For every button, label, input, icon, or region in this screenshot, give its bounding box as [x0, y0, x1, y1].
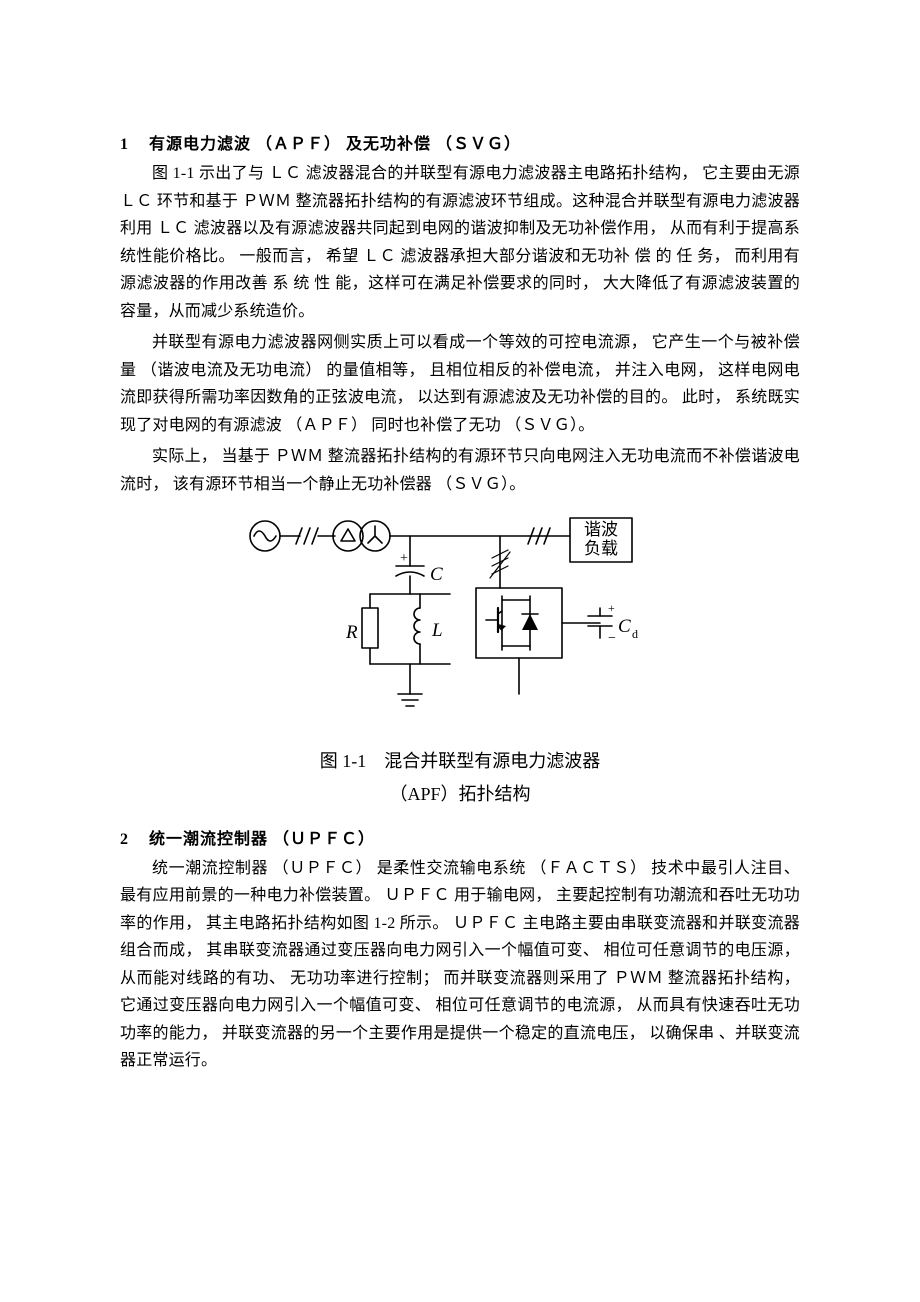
figure-1-1-diagram: 谐波 负载 + C R L [240, 508, 680, 728]
section-1-para-2: 并联型有源电力滤波器网侧实质上可以看成一个等效的可控电流源， 它产生一个与被补偿… [120, 329, 800, 439]
svg-text:+: + [608, 601, 615, 615]
svg-text:−: − [608, 631, 616, 646]
figure-1-1: 谐波 负载 + C R L [120, 508, 800, 809]
section-1-para-3: 实际上， 当基于 ＰＷＭ 整流器拓扑结构的有源环节只向电网注入无功电流而不补偿谐… [120, 443, 800, 498]
section-1-heading: 1 有源电力滤波 （ＡＰＦ） 及无功补偿 （ＳＶＧ） [120, 130, 800, 154]
section-1-title: 有源电力滤波 （ＡＰＦ） 及无功补偿 （ＳＶＧ） [149, 136, 521, 153]
figure-1-1-caption-line1: 图 1-1 混合并联型有源电力滤波器 [320, 751, 601, 771]
svg-text:R: R [345, 622, 358, 643]
section-2-number: 2 [120, 831, 129, 848]
svg-text:L: L [431, 620, 443, 641]
figure-1-1-caption: 图 1-1 混合并联型有源电力滤波器 （APF）拓扑结构 [120, 747, 800, 809]
svg-text:谐波: 谐波 [584, 520, 618, 539]
section-1-para-1: 图 1-1 示出了与 ＬＣ 滤波器混合的并联型有源电力滤波器主电路拓扑结构， 它… [120, 160, 800, 325]
svg-text:负载: 负载 [584, 539, 618, 558]
svg-text:C: C [430, 564, 443, 585]
svg-text:C: C [618, 616, 631, 637]
section-1-number: 1 [120, 136, 129, 153]
section-2-title: 统一潮流控制器 （ＵＰＦＣ） [149, 831, 375, 848]
section-2-heading: 2 统一潮流控制器 （ＵＰＦＣ） [120, 825, 800, 849]
svg-text:+: + [400, 551, 408, 566]
document-page: 1 有源电力滤波 （ＡＰＦ） 及无功补偿 （ＳＶＧ） 图 1-1 示出了与 ＬＣ… [0, 0, 920, 1302]
svg-text:d: d [632, 627, 638, 641]
section-2-para-1: 统一潮流控制器 （ＵＰＦＣ） 是柔性交流输电系统 （ＦＡＣＴＳ） 技术中最引人注… [120, 855, 800, 1075]
figure-1-1-caption-line2: （APF）拓扑结构 [120, 780, 800, 809]
